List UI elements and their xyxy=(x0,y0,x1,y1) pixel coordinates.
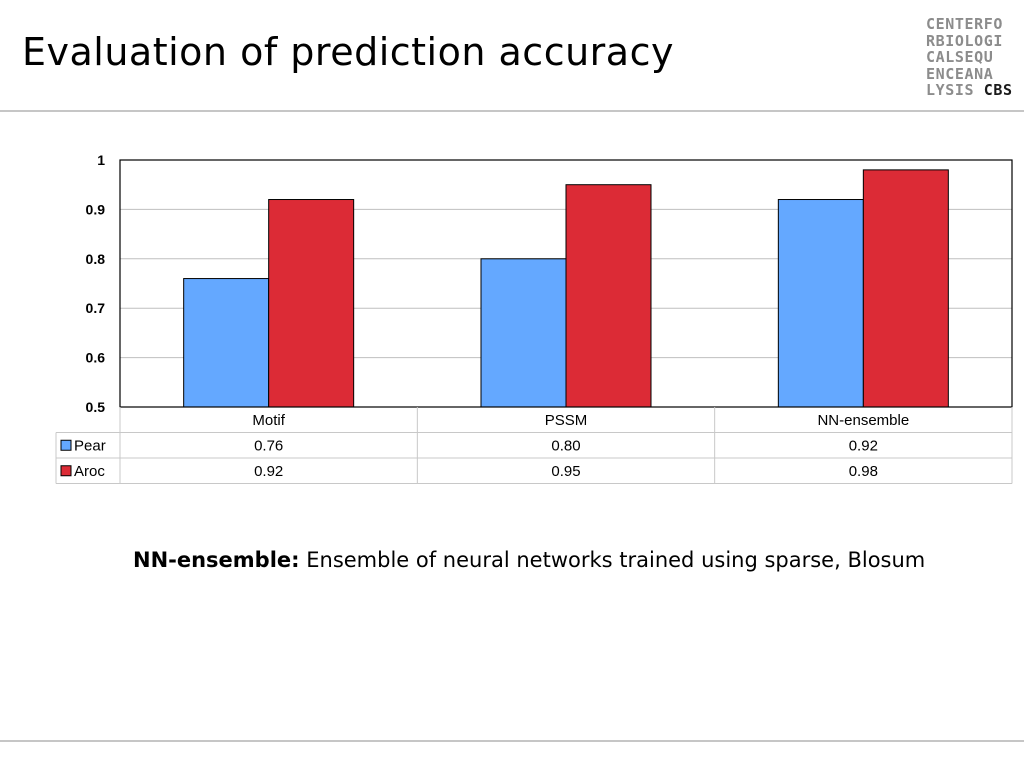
footnote: NN-ensemble: Ensemble of neural networks… xyxy=(133,545,933,575)
bar-pear xyxy=(777,199,864,408)
slide-title: Evaluation of prediction accuracy xyxy=(22,30,674,74)
y-tick-label: 0.7 xyxy=(86,300,106,316)
x-category-label: Motif xyxy=(252,412,285,429)
data-label: 0.76 xyxy=(254,437,283,454)
y-tick-label: 0.8 xyxy=(86,251,106,267)
data-label: 0.80 xyxy=(551,437,580,454)
bar-pear xyxy=(183,278,270,408)
footer-rule xyxy=(0,740,1024,742)
y-tick-label: 0.9 xyxy=(86,201,106,217)
footnote-text: Ensemble of neural networks trained usin… xyxy=(299,548,926,572)
legend-swatch xyxy=(60,439,72,451)
legend-label: Aroc xyxy=(74,463,105,480)
data-label: 0.92 xyxy=(849,437,878,454)
logo-line: CALSEQU xyxy=(926,48,994,66)
legend-swatch xyxy=(60,465,72,477)
y-tick-label: 0.6 xyxy=(86,350,106,366)
logo-line: CENTERFO xyxy=(926,15,1004,33)
plot-frame xyxy=(119,159,1013,408)
y-tick-label: 1 xyxy=(97,152,105,168)
logo-brand: CBS xyxy=(983,81,1013,99)
data-label: 0.98 xyxy=(849,463,878,480)
bar-pear xyxy=(480,258,567,408)
legend-label: Pear xyxy=(74,437,106,454)
logo-line: LYSIS CBS xyxy=(926,81,1013,99)
cbs-logo: CENTERFO RBIOLOGI CALSEQU ENCEANA LYSIS … xyxy=(926,16,1013,99)
footnote-term: NN-ensemble: xyxy=(133,548,300,572)
bar-chart: 0.5 0.6 0.7 0.8 0.9 1 Motif PSSM NN-ensemble Pear… xyxy=(55,152,1013,484)
logo-line: RBIOLOGI xyxy=(926,31,1004,50)
data-label: 0.95 xyxy=(551,463,580,480)
bar-aroc xyxy=(565,184,652,408)
x-category-label: NN-ensemble xyxy=(817,412,909,429)
x-category-label: PSSM xyxy=(545,412,588,429)
data-label: 0.92 xyxy=(254,463,283,480)
bar-aroc xyxy=(862,169,949,408)
logo-line: ENCEANA xyxy=(926,64,994,83)
y-tick-label: 0.5 xyxy=(86,399,106,415)
header-rule xyxy=(0,110,1024,112)
bar-aroc xyxy=(268,199,355,408)
